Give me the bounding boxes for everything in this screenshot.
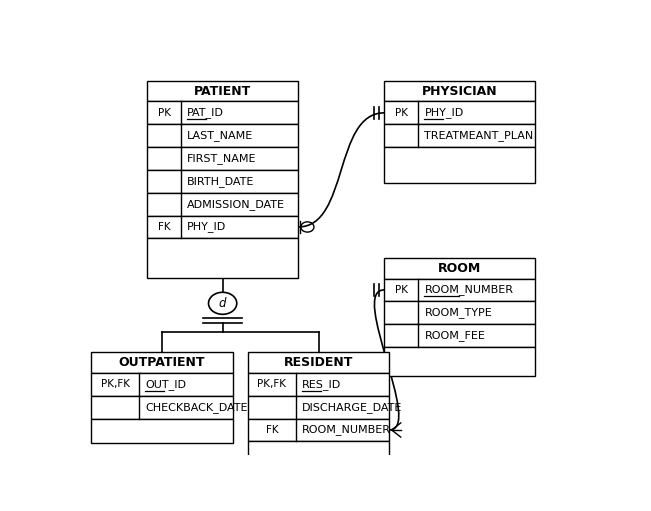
Text: RES_ID: RES_ID: [302, 379, 341, 390]
Text: DISCHARGE_DATE: DISCHARGE_DATE: [302, 402, 402, 413]
Text: ROOM: ROOM: [438, 262, 481, 275]
Bar: [248, 396, 389, 419]
Bar: [384, 147, 535, 183]
Bar: [147, 147, 298, 170]
Bar: [248, 442, 389, 471]
Text: PK,FK: PK,FK: [257, 379, 286, 389]
Text: FIRST_NAME: FIRST_NAME: [187, 153, 257, 164]
Text: PK,FK: PK,FK: [101, 379, 130, 389]
Bar: [147, 102, 298, 124]
Text: LAST_NAME: LAST_NAME: [187, 130, 254, 141]
Text: OUTPATIENT: OUTPATIENT: [119, 356, 205, 369]
Text: PK: PK: [395, 285, 408, 295]
Text: PAT_ID: PAT_ID: [187, 107, 224, 119]
Bar: [147, 193, 298, 216]
Bar: [384, 81, 535, 102]
Text: BIRTH_DATE: BIRTH_DATE: [187, 176, 255, 187]
Bar: [91, 353, 233, 373]
Bar: [91, 396, 233, 419]
Bar: [384, 258, 535, 278]
Bar: [248, 419, 389, 442]
Bar: [384, 301, 535, 324]
Bar: [384, 324, 535, 347]
Text: PK: PK: [158, 108, 171, 118]
Text: FK: FK: [158, 222, 171, 232]
Bar: [147, 170, 298, 193]
Bar: [248, 353, 389, 373]
Bar: [91, 373, 233, 396]
Bar: [384, 347, 535, 376]
Text: OUT_ID: OUT_ID: [145, 379, 186, 390]
Text: d: d: [219, 297, 227, 310]
Bar: [384, 278, 535, 301]
Bar: [91, 419, 233, 443]
Text: ROOM_TYPE: ROOM_TYPE: [424, 307, 492, 318]
Bar: [384, 102, 535, 124]
Text: PHY_ID: PHY_ID: [424, 107, 464, 119]
Text: FK: FK: [266, 425, 278, 435]
Text: RESIDENT: RESIDENT: [284, 356, 353, 369]
Text: PK: PK: [395, 108, 408, 118]
Bar: [248, 373, 389, 396]
Bar: [147, 239, 298, 278]
Text: ROOM_NUMBER: ROOM_NUMBER: [302, 425, 391, 435]
Text: ROOM_NUMBER: ROOM_NUMBER: [424, 285, 514, 295]
Text: PHY_ID: PHY_ID: [187, 221, 227, 233]
Bar: [384, 124, 535, 147]
Bar: [147, 81, 298, 102]
Text: ADMISSION_DATE: ADMISSION_DATE: [187, 199, 285, 210]
Text: PHYSICIAN: PHYSICIAN: [422, 85, 497, 98]
Bar: [147, 216, 298, 239]
Text: ROOM_FEE: ROOM_FEE: [424, 330, 486, 341]
Text: PATIENT: PATIENT: [194, 85, 251, 98]
Text: CHECKBACK_DATE: CHECKBACK_DATE: [145, 402, 248, 413]
Text: TREATMEANT_PLAN: TREATMEANT_PLAN: [424, 130, 534, 141]
Bar: [147, 124, 298, 147]
